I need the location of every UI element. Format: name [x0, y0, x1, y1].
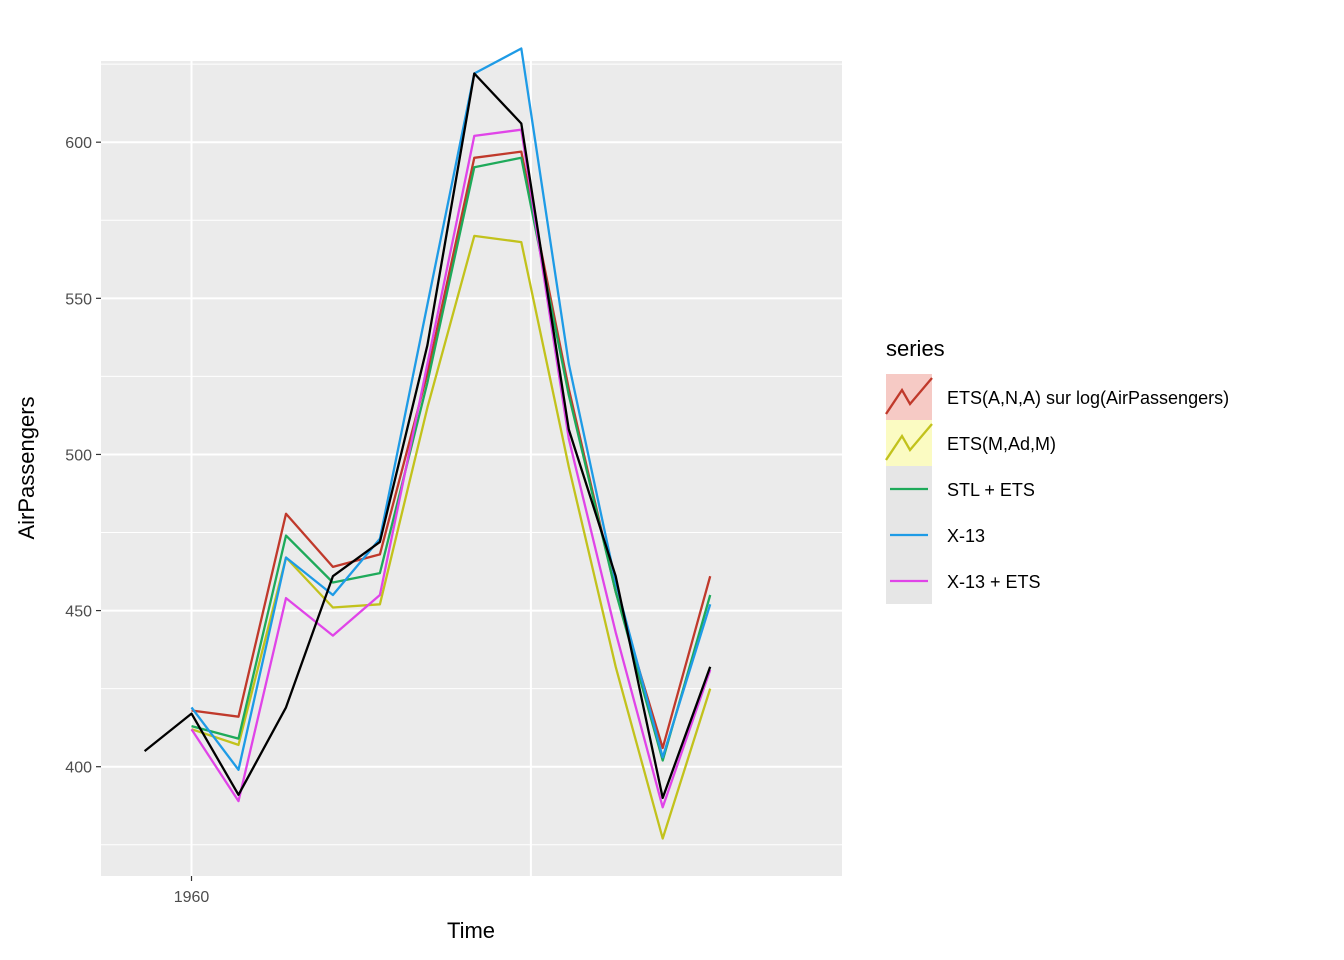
series-layer [143, 47, 712, 840]
legend-label-1: ETS(A,N,A) sur log(AirPassengers) [947, 388, 1229, 408]
x-tick-label: 1960 [174, 889, 210, 906]
series-line-3 [191, 156, 712, 762]
y-axis-title: AirPassengers [14, 396, 39, 539]
y-tick-label: 400 [65, 760, 92, 777]
legend-key-1 [886, 374, 932, 420]
y-tick-label: 600 [65, 135, 92, 152]
x-axis-title: Time [447, 918, 495, 943]
x-axis: 1960 [174, 876, 210, 906]
legend-key-line-2 [885, 423, 933, 461]
y-tick-label: 500 [65, 447, 92, 464]
legend-label-2: ETS(M,Ad,M) [947, 434, 1056, 454]
series-line-5 [190, 128, 712, 809]
observed-line [143, 72, 712, 800]
grid-major [101, 61, 842, 876]
y-tick-label: 550 [65, 291, 92, 308]
y-tick-label: 450 [65, 604, 92, 621]
legend-label-4: X-13 [947, 526, 985, 546]
legend: series ETS(A,N,A) sur log(AirPassengers)… [885, 336, 1229, 604]
legend-label-3: STL + ETS [947, 480, 1035, 500]
legend-label-5: X-13 + ETS [947, 572, 1041, 592]
legend-title: series [886, 336, 945, 361]
legend-key-line-1 [885, 377, 933, 415]
y-axis: 400 450 500 550 600 [65, 135, 101, 777]
legend-key-2 [886, 420, 932, 466]
grid-minor [101, 63, 842, 846]
